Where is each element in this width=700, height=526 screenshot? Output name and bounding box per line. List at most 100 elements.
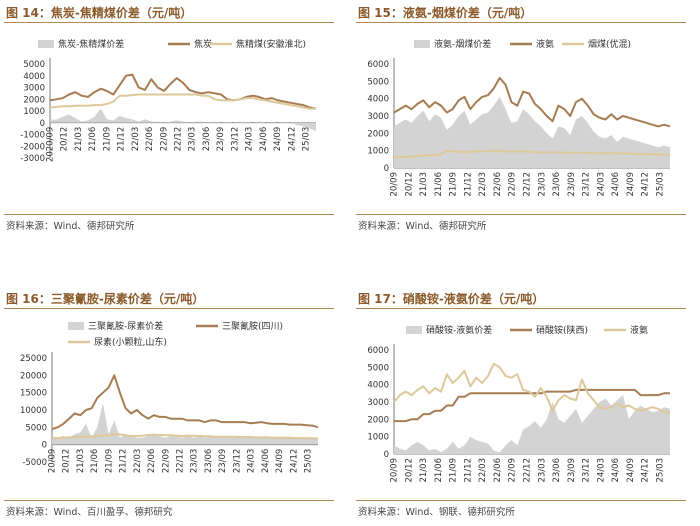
y-tick-label: 5000 (367, 77, 389, 87)
x-tick-label: 21/09 (102, 127, 112, 152)
y-tick-label: 4000 (367, 381, 389, 391)
x-tick-label: 25/03 (656, 458, 666, 483)
legend-swatch-area (68, 322, 84, 330)
x-tick-label: 23/06 (202, 127, 212, 152)
y-tick-label: 0 (384, 450, 389, 460)
y-tick-label: -5000 (22, 458, 47, 468)
legend-label: 焦炭 (194, 38, 212, 50)
x-tick-label: 23/09 (567, 172, 577, 197)
y-tick-label: 3000 (23, 84, 45, 94)
x-tick-label: 24/03 (247, 449, 257, 474)
chart-title: 图 17：硝酸铵-液氨价差（元/吨） (358, 292, 545, 306)
x-tick-label: 23/06 (552, 172, 562, 197)
y-tick-label: 15000 (20, 389, 47, 399)
legend-swatch-area (38, 40, 54, 48)
chart-c17: 0 1000 2000 3000 4000 5000 6000 20/09 20/12 21/03… (367, 324, 670, 483)
legend-label: 三聚氰胺-尿素价差 (88, 320, 163, 332)
x-tick-label: 22/06 (493, 172, 503, 197)
x-tick-label: 22/09 (159, 127, 169, 152)
x-tick-label: 23/03 (537, 172, 547, 197)
series-area-spread (50, 108, 316, 131)
y-tick-label: 0 (42, 441, 47, 451)
title-divider (4, 308, 334, 309)
x-tick-label: 22/12 (523, 172, 533, 197)
legend-label: 液氨-烟煤价差 (434, 38, 491, 50)
x-tick-label: 23/03 (190, 449, 200, 474)
x-tick-label: 20/12 (404, 172, 414, 197)
series-line-secondary (393, 149, 671, 159)
y-tick-label: 20000 (20, 371, 47, 381)
x-tick-label: 2020/09 (46, 127, 56, 162)
legend-swatch-area (406, 326, 422, 334)
x-tick-label: 24/03 (596, 172, 606, 197)
legend-label: 硝酸铵(陕西) (536, 324, 588, 336)
x-tick-label: 21/12 (117, 127, 127, 152)
series-line-secondary (49, 93, 316, 110)
x-tick-label: 23/03 (537, 458, 547, 483)
x-tick-label: 21/03 (419, 172, 429, 197)
x-tick-label: 23/03 (188, 127, 198, 152)
x-tick-label: 22/03 (133, 449, 143, 474)
series-line-primary (51, 374, 319, 431)
x-tick-label: 24/06 (259, 127, 269, 152)
source-divider (356, 500, 686, 501)
series-line-primary (393, 76, 671, 128)
y-tick-label: -3000 (20, 154, 45, 164)
x-tick-label: 21/03 (74, 127, 84, 152)
x-tick-label: 25/03 (656, 172, 666, 197)
title-divider (4, 22, 334, 23)
x-tick-label: 23/09 (567, 458, 577, 483)
legend-label: 尿素(小颗粒,山东) (94, 336, 167, 348)
chart-source: 资料来源：Wind、德邦研究所 (358, 221, 487, 232)
x-tick-label: 23/09 (216, 127, 226, 152)
chart-title: 图 15：液氨-烟煤价差（元/吨） (358, 6, 533, 20)
x-tick-label: 24/12 (641, 172, 651, 197)
x-tick-label: 21/12 (119, 449, 129, 474)
x-tick-label: 23/06 (204, 449, 214, 474)
x-tick-label: 22/03 (478, 172, 488, 197)
legend-label: 三聚氰胺(四川) (222, 320, 283, 332)
chart-source: 资料来源：Wind、德邦研究所 (6, 221, 135, 232)
x-tick-label: 22/06 (147, 449, 157, 474)
series-line-primary (49, 73, 317, 110)
x-tick-label: 23/12 (232, 449, 242, 474)
y-tick-label: 2000 (23, 95, 45, 105)
source-divider (356, 214, 686, 215)
legend-label: 液氨 (536, 38, 554, 50)
y-tick-label: 4000 (23, 72, 45, 82)
chart-source: 资料来源：Wind、百川盈孚、德邦研究 (6, 507, 173, 518)
x-tick-label: 22/06 (145, 127, 155, 152)
y-tick-label: -1000 (20, 131, 45, 141)
title-divider (356, 22, 686, 23)
x-tick-label: 21/03 (76, 449, 86, 474)
x-tick-label: 24/06 (261, 449, 271, 474)
y-tick-label: 3000 (367, 112, 389, 122)
x-tick-label: 24/12 (287, 127, 297, 152)
x-tick-label: 22/03 (131, 127, 141, 152)
x-tick-label: 24/12 (289, 449, 299, 474)
x-tick-label: 24/09 (626, 172, 636, 197)
y-tick-label: 5000 (23, 60, 45, 70)
legend-swatch-area (414, 40, 430, 48)
y-tick-label: 5000 (25, 423, 47, 433)
x-tick-label: 22/09 (508, 458, 518, 483)
y-tick-label: 6000 (367, 346, 389, 356)
x-tick-label: 21/06 (88, 127, 98, 152)
chart-c15: 0 1000 2000 3000 4000 5000 6000 20/09 20/12 21/03… (367, 38, 671, 197)
y-tick-label: 5000 (367, 363, 389, 373)
x-tick-label: 25/03 (304, 449, 314, 474)
x-tick-label: 22/09 (508, 172, 518, 197)
x-tick-label: 24/06 (611, 458, 621, 483)
x-tick-label: 21/06 (434, 458, 444, 483)
chart-c14: -3000-2000-10000100020003000400050002020… (20, 38, 317, 164)
source-divider (4, 500, 334, 501)
chart-panel-16: 图 16：三聚氰胺-尿素价差（元/吨） -5000 0 5000 10000 15000… (0, 286, 340, 526)
x-tick-label: 24/09 (273, 127, 283, 152)
x-tick-label: 20/09 (390, 458, 400, 483)
x-tick-label: 24/09 (626, 458, 636, 483)
x-tick-label: 20/12 (62, 449, 72, 474)
x-tick-label: 23/12 (582, 172, 592, 197)
x-tick-label: 24/03 (245, 127, 255, 152)
y-tick-label: -2000 (20, 142, 45, 152)
x-tick-label: 24/03 (596, 458, 606, 483)
